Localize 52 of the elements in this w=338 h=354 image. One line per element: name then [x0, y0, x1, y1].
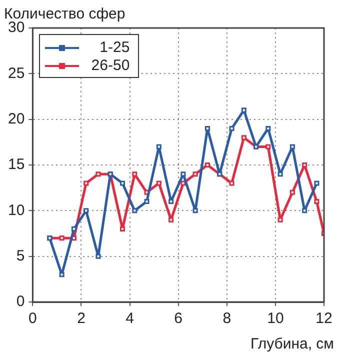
point: [229, 126, 234, 131]
point: [144, 199, 150, 204]
point: [278, 172, 283, 177]
x-tick-label: 6: [174, 310, 183, 328]
point: [96, 172, 101, 177]
point: [71, 226, 76, 232]
point: [59, 272, 64, 278]
point: [278, 217, 283, 222]
point: [59, 236, 64, 241]
point: [204, 162, 210, 168]
point: [120, 226, 126, 232]
point: [192, 208, 198, 214]
point: [302, 162, 308, 168]
point: [192, 172, 198, 177]
point: [302, 208, 308, 214]
point: [290, 144, 295, 150]
x-tick-label: 4: [126, 310, 134, 328]
point: [229, 180, 234, 186]
x-tick-label: 10: [267, 310, 284, 328]
point: [314, 180, 320, 186]
point: [84, 208, 89, 214]
point: [266, 144, 271, 150]
point: [180, 180, 186, 186]
legend-label: 26-50: [91, 57, 130, 75]
x-tick-label: 8: [222, 310, 232, 328]
point: [204, 126, 210, 131]
point: [290, 190, 295, 195]
point: [156, 144, 162, 150]
legend-label: 1-25: [100, 39, 130, 57]
point: [168, 199, 174, 204]
y-tick-label: 20: [8, 110, 25, 128]
y-tick-label: 5: [16, 247, 25, 264]
y-tick-label: 15: [8, 156, 25, 174]
point: [241, 108, 246, 113]
x-tick-label: 12: [316, 310, 332, 328]
y-tick-label: 0: [16, 293, 25, 310]
point: [314, 199, 320, 204]
point: [241, 135, 246, 140]
point: [266, 126, 271, 131]
x-axis-title: Глубина, см: [250, 336, 334, 353]
point: [84, 180, 89, 186]
point: [180, 172, 186, 177]
x-tick-label: 0: [28, 310, 37, 328]
x-tick-label: 2: [77, 310, 86, 328]
point: [120, 180, 126, 186]
point: [96, 254, 101, 259]
point: [156, 180, 162, 186]
y-tick-label: 25: [8, 64, 25, 82]
point: [132, 172, 138, 177]
y-tick-label: 10: [8, 202, 25, 219]
point: [132, 208, 138, 214]
point: [168, 217, 174, 222]
